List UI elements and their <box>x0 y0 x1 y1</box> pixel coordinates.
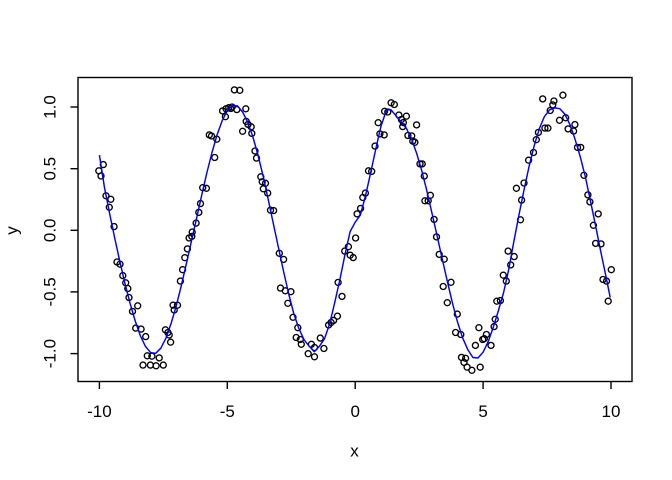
svg-text:0.5: 0.5 <box>41 157 60 181</box>
svg-text:-1.0: -1.0 <box>41 339 60 368</box>
svg-text:1.0: 1.0 <box>41 95 60 119</box>
svg-text:0: 0 <box>350 402 359 421</box>
svg-text:10: 10 <box>602 402 621 421</box>
svg-text:5: 5 <box>478 402 487 421</box>
svg-text:x: x <box>350 441 359 460</box>
svg-text:-0.5: -0.5 <box>41 277 60 306</box>
svg-text:-5: -5 <box>220 402 235 421</box>
svg-text:y: y <box>2 226 21 235</box>
svg-text:0.0: 0.0 <box>41 218 60 242</box>
svg-text:-10: -10 <box>87 402 112 421</box>
